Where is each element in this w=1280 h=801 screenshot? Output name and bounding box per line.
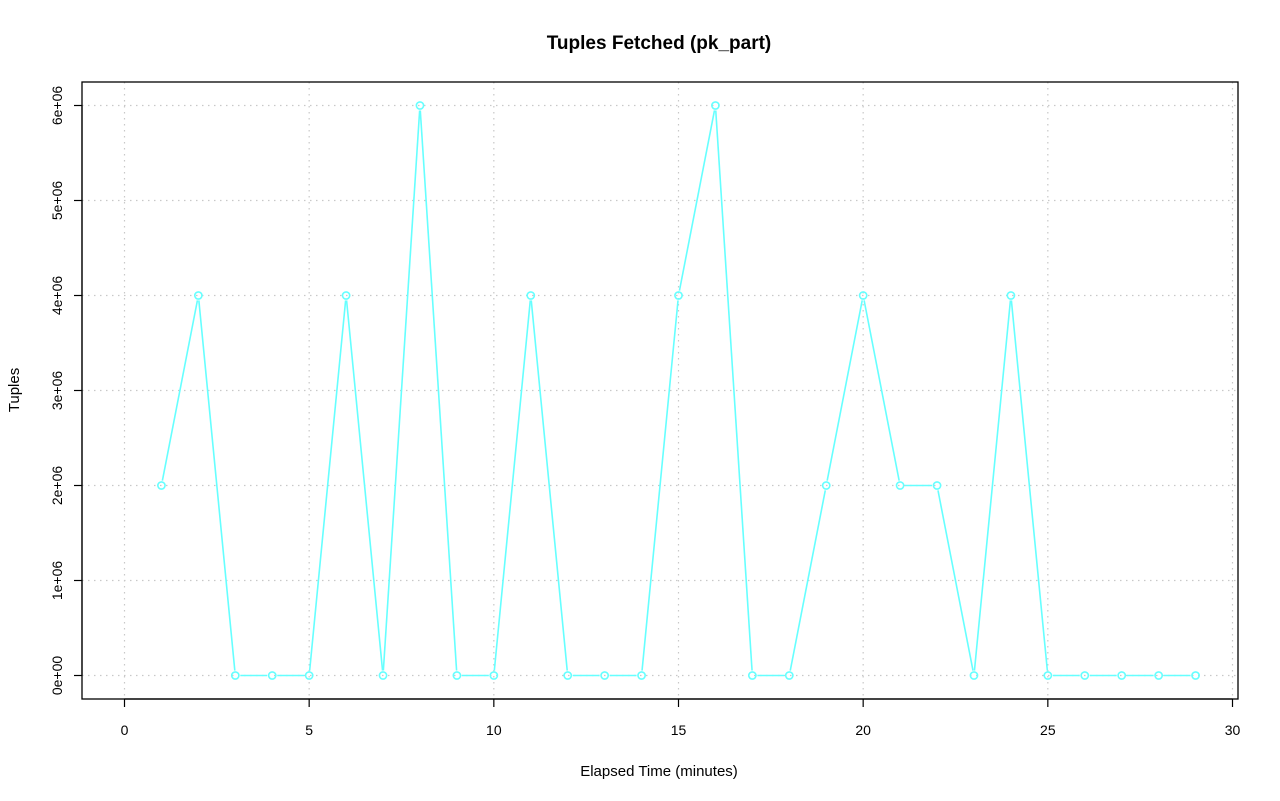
chart-title: Tuples Fetched (pk_part) [547,33,772,54]
x-axis-label: Elapsed Time (minutes) [580,763,738,780]
series-line-segment [937,490,974,671]
data-point [674,291,683,300]
series-line-segment [493,300,532,671]
data-point [415,101,425,110]
data-point [1154,671,1164,680]
data-point [563,671,573,680]
data-point [858,291,868,300]
series-line-segment [789,490,827,671]
series-line-segment [641,300,679,671]
y-tick-label: 6e+06 [49,86,65,126]
data-point [1043,671,1053,680]
series-line-segment [678,110,716,291]
series-line-segment [345,300,384,671]
data-point [452,671,462,680]
data-point [747,671,757,680]
series-line-segment [1010,300,1049,671]
data-point [821,481,831,490]
data-point [1117,671,1127,680]
y-tick-label: 3e+06 [49,371,65,411]
y-tick-label: 5e+06 [49,181,65,221]
series-line-segment [198,300,236,671]
x-tick-label: 30 [1225,722,1241,738]
data-point [526,291,536,300]
grid [82,82,1238,699]
x-tick-label: 15 [671,722,687,738]
plot-frame [81,81,1239,700]
data-point [932,481,942,490]
series-line-segment [863,300,900,481]
series-layer [157,101,1200,680]
data-point [489,671,499,680]
data-point [969,671,979,680]
y-tick-label: 0e+00 [49,656,65,696]
data-point [711,101,720,110]
series-line-segment [714,110,753,671]
axes: 0 5 10 15 20 25 30 0e+00 1e+06 2e+06 3e+06 4e+06 5e+… [49,86,1240,738]
data-point [230,671,240,680]
y-tick-label: 2e+06 [49,466,65,506]
y-axis-label: Tuples [6,368,23,412]
y-tick-label: 4e+06 [49,276,65,316]
data-point [784,671,794,680]
data-point [637,671,646,680]
x-tick-label: 25 [1040,722,1056,738]
data-point [1191,671,1200,680]
series-line-segment [161,300,199,481]
series-line-segment [826,300,863,481]
x-tick-label: 10 [486,722,502,738]
x-tick-label: 0 [121,722,129,738]
data-point [341,291,351,300]
y-tick-label: 1e+06 [49,561,65,601]
data-point [895,481,905,490]
data-point [267,671,277,680]
data-point [304,671,314,680]
series-line-segment [382,110,421,671]
x-tick-label: 5 [305,722,313,738]
series-line-segment [973,300,1012,671]
series-line-segment [530,300,569,671]
data-point [1006,291,1016,300]
series-line-segment [308,300,347,671]
data-point [600,671,610,680]
series-line-segment [419,110,458,671]
data-point [193,291,203,300]
data-point [157,481,166,490]
x-tick-label: 20 [855,722,871,738]
data-point [1080,671,1090,680]
data-point [378,671,388,680]
